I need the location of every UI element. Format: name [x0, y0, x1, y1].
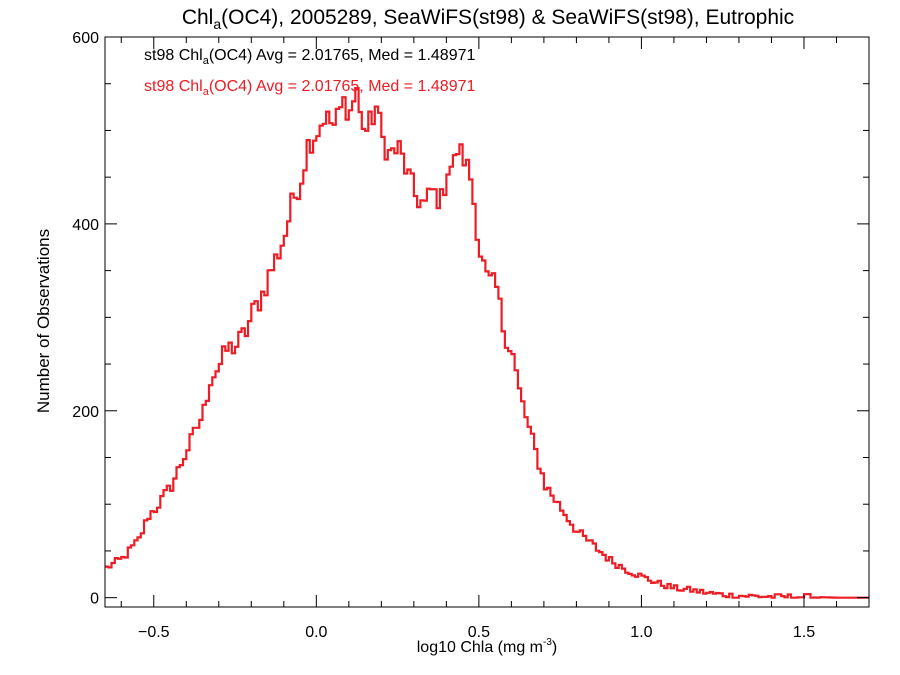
y-tick-label: 600 [72, 30, 99, 47]
y-axis-label: Number of Observations [34, 229, 53, 413]
stats-annotation-black: st98 Chla(OC4) Avg = 2.01765, Med = 1.48… [144, 47, 475, 67]
stats-annotation-red: st98 Chla(OC4) Avg = 2.01765, Med = 1.48… [144, 78, 475, 98]
y-tick-label: 0 [90, 591, 99, 608]
x-tick-label: 1.5 [793, 624, 815, 641]
plot-frame [104, 36, 870, 608]
axes-layer: −0.5 0.0 0.5 1.0 1.5 0 200 400 600 [72, 30, 870, 641]
histogram-series-line [105, 87, 869, 599]
x-tick-label: 0.0 [305, 624, 327, 641]
y-tick-label: 200 [72, 404, 99, 421]
x-tick-label: 1.0 [630, 624, 652, 641]
chart-title: Chla(OC4), 2005289, SeaWiFS(st98) & SeaW… [182, 6, 794, 32]
x-axis-label: log10 Chla (mg m-3) [417, 637, 558, 656]
x-tick-label: −0.5 [138, 624, 170, 641]
y-tick-label: 400 [72, 217, 99, 234]
series-layer [105, 87, 869, 599]
x-tick-label: 0.5 [468, 624, 490, 641]
